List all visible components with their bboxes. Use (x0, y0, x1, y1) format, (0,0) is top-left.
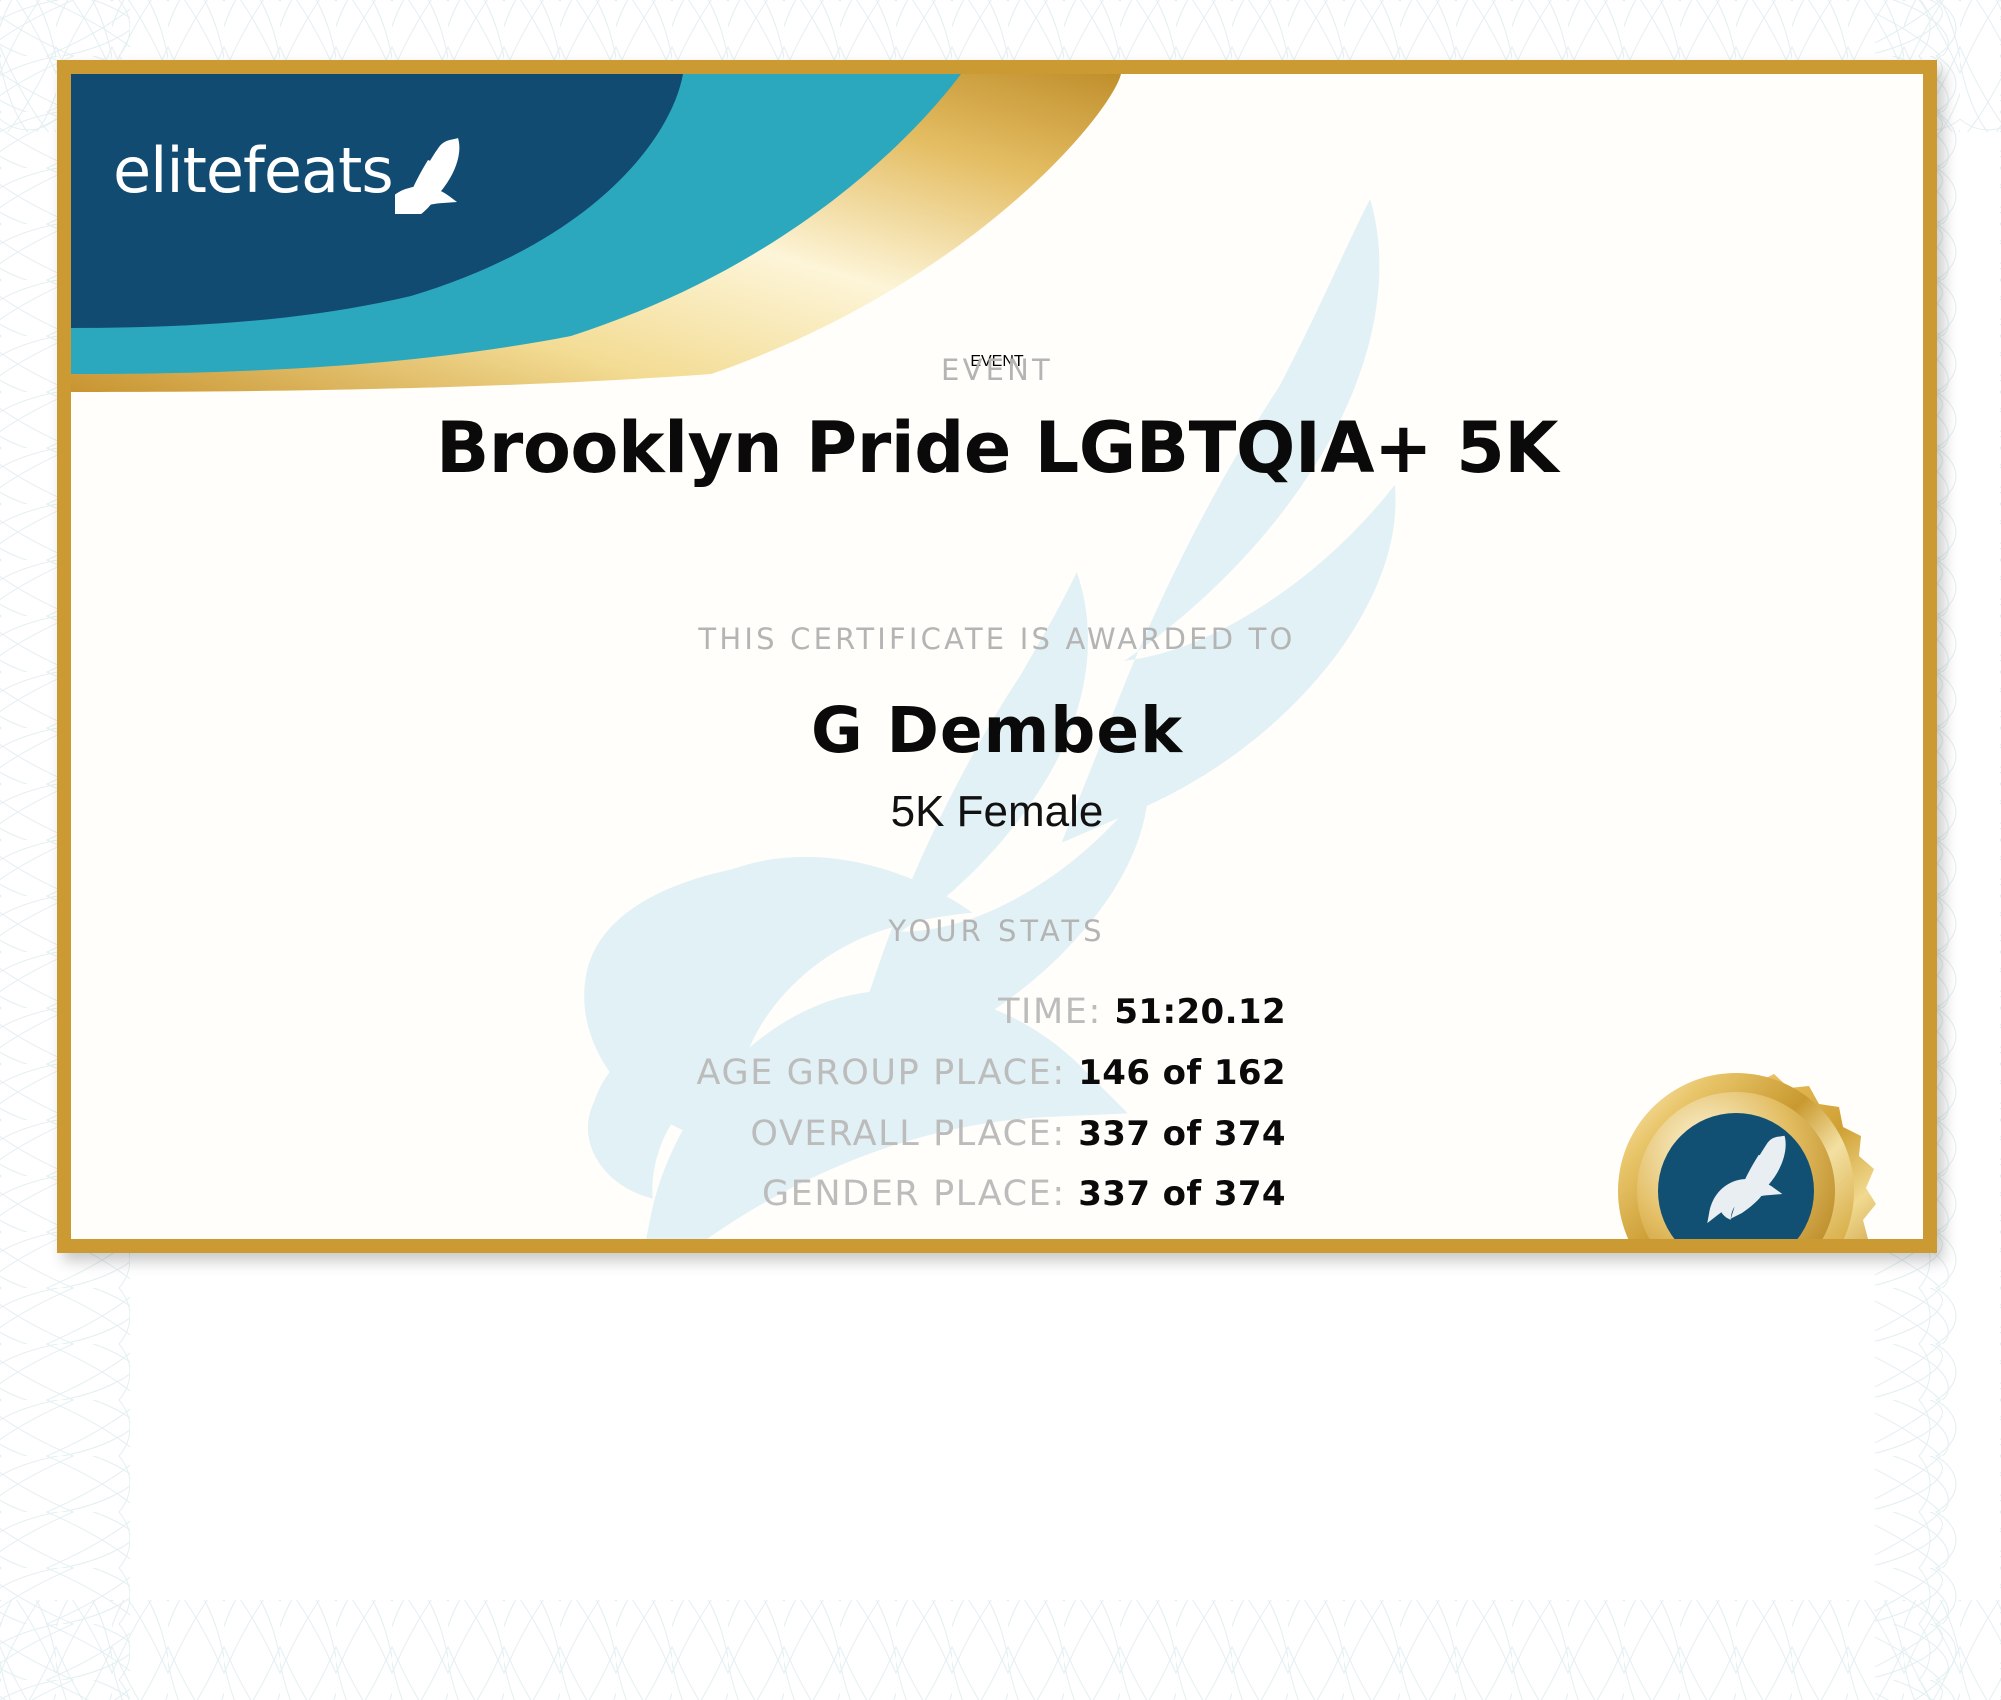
winged-foot-icon (394, 138, 460, 214)
finisher-medal-icon (1618, 1073, 1876, 1239)
brand-logo: elitefeats (113, 134, 467, 214)
stat-value: 51:20.12 (1114, 992, 1286, 1032)
your-stats-label: YOUR STATS (888, 914, 1106, 948)
division-label: 5K Female (890, 787, 1104, 836)
stat-row: OVERALL PLACE: 337 of 374 (71, 1113, 1286, 1154)
brand-name: elitefeats (113, 134, 394, 207)
event-label-text: EVENT (941, 353, 1053, 387)
stat-label: AGE GROUP PLACE: (696, 1052, 1066, 1093)
stat-value: 146 of 162 (1078, 1052, 1286, 1093)
stats-list: TIME: 51:20.12 AGE GROUP PLACE: 146 of 1… (71, 994, 1286, 1237)
stat-value: 337 of 374 (1078, 1174, 1286, 1215)
stat-value: 337 of 374 (1078, 1113, 1286, 1154)
awarded-to-label: THIS CERTIFICATE IS AWARDED TO (698, 622, 1296, 656)
recipient-name: G Dembek (810, 694, 1184, 767)
stat-row: GENDER PLACE: 337 of 374 (71, 1176, 1286, 1213)
stat-row: AGE GROUP PLACE: 146 of 162 (71, 1052, 1286, 1093)
certificate-card: elitefeats EVENT EVENT Brooklyn Pride LG… (57, 60, 1937, 1253)
event-name: Brooklyn Pride LGBTQIA+ 5K (435, 407, 1559, 489)
stat-row: TIME: 51:20.12 (71, 994, 1286, 1031)
stat-label: OVERALL PLACE: (750, 1113, 1066, 1154)
stat-label: GENDER PLACE: (761, 1174, 1066, 1215)
stat-label: TIME: (998, 992, 1102, 1032)
certificate-body: EVENT EVENT Brooklyn Pride LGBTQIA+ 5K T… (71, 74, 1923, 1239)
